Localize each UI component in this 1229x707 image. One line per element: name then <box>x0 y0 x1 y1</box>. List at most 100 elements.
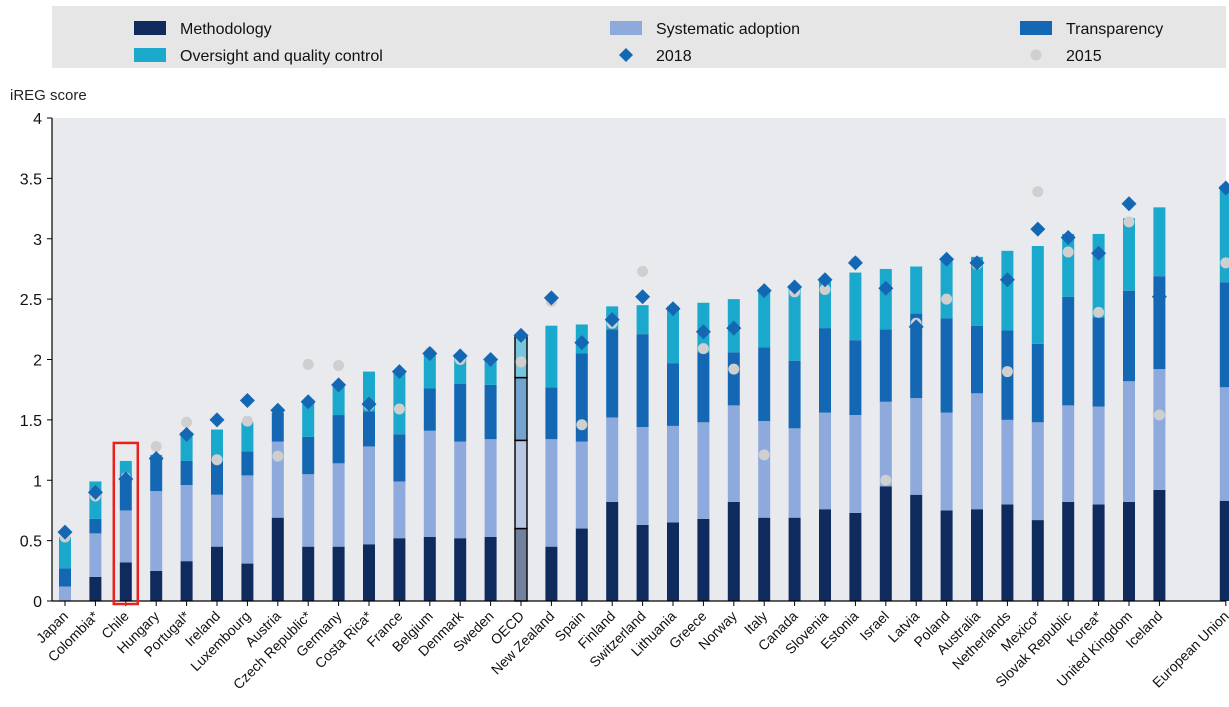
y-tick-label: 1 <box>33 473 42 490</box>
bar-estonia-methodology <box>849 513 861 601</box>
legend-methodology-label: Methodology <box>180 21 272 38</box>
bar-finland-systematic-adoption <box>606 417 618 502</box>
bar-mexico-methodology <box>1032 520 1044 601</box>
marker-2015-netherlands <box>1002 366 1013 377</box>
bar-new-zealand-oversight-and-quality-control <box>545 326 557 388</box>
bar-slovak-republic-systematic-adoption <box>1062 405 1074 502</box>
legend-transparency-swatch <box>1020 21 1052 35</box>
bar-israel-systematic-adoption <box>880 402 892 487</box>
bar-canada-methodology <box>789 518 801 601</box>
bar-denmark-systematic-adoption <box>454 442 466 539</box>
y-tick-label: 3 <box>33 232 42 249</box>
bar-israel-oversight-and-quality-control <box>880 269 892 329</box>
bar-norway-transparency <box>728 352 740 405</box>
bar-czech-republic-methodology <box>302 547 314 601</box>
bar-switzerland-oversight-and-quality-control <box>637 305 649 334</box>
legend-transparency-label: Transparency <box>1066 21 1163 38</box>
bar-costa-rica-systematic-adoption <box>363 446 375 544</box>
bar-italy-oversight-and-quality-control <box>758 291 770 348</box>
marker-2015-korea <box>1093 307 1104 318</box>
bar-australia-methodology <box>971 509 983 601</box>
bar-finland-transparency <box>606 329 618 417</box>
marker-2015-ireland <box>212 454 223 465</box>
bar-italy-systematic-adoption <box>758 421 770 518</box>
bar-belgium-systematic-adoption <box>424 431 436 537</box>
bar-costa-rica-transparency <box>363 411 375 446</box>
bar-greece-methodology <box>697 519 709 601</box>
bar-united-kingdom-transparency <box>1123 291 1135 382</box>
bar-korea-transparency <box>1093 317 1105 406</box>
bar-european-union-systematic-adoption <box>1220 387 1229 501</box>
marker-2015-united-kingdom <box>1124 216 1135 227</box>
bar-switzerland-methodology <box>637 525 649 601</box>
bar-australia-transparency <box>971 326 983 394</box>
bar-denmark-transparency <box>454 384 466 442</box>
bar-canada-systematic-adoption <box>789 428 801 517</box>
bar-latvia-methodology <box>910 495 922 601</box>
bar-oecd-methodology <box>515 529 527 601</box>
bar-iceland-methodology <box>1153 490 1165 601</box>
bar-czech-republic-systematic-adoption <box>302 474 314 546</box>
bar-germany-systematic-adoption <box>333 463 345 546</box>
bar-luxembourg-methodology <box>241 564 253 601</box>
bar-united-kingdom-methodology <box>1123 502 1135 601</box>
bar-sweden-transparency <box>485 385 497 439</box>
marker-2015-germany <box>333 360 344 371</box>
legend-oversight-and-quality-control-swatch <box>134 48 166 62</box>
marker-2015-italy <box>759 449 770 460</box>
bar-new-zealand-methodology <box>545 547 557 601</box>
marker-2015-luxembourg <box>242 416 253 427</box>
legend-2015-label: 2015 <box>1066 48 1102 65</box>
y-tick-label: 4 <box>33 111 42 128</box>
bar-poland-systematic-adoption <box>941 413 953 511</box>
bar-france-systematic-adoption <box>393 481 405 538</box>
marker-2015-portugal <box>181 417 192 428</box>
bar-italy-methodology <box>758 518 770 601</box>
bar-portugal-systematic-adoption <box>181 485 193 561</box>
marker-2015-austria <box>272 451 283 462</box>
bar-slovak-republic-methodology <box>1062 502 1074 601</box>
bar-france-oversight-and-quality-control <box>393 370 405 434</box>
marker-2015-norway <box>728 364 739 375</box>
bar-ireland-systematic-adoption <box>211 495 223 547</box>
bar-portugal-transparency <box>181 461 193 485</box>
bar-oecd-systematic-adoption <box>515 440 527 528</box>
bar-european-union-methodology <box>1220 501 1229 601</box>
bar-iceland-systematic-adoption <box>1153 369 1165 490</box>
bar-chile-systematic-adoption <box>120 510 132 562</box>
bar-estonia-systematic-adoption <box>849 415 861 513</box>
bar-netherlands-oversight-and-quality-control <box>1001 251 1013 331</box>
bar-greece-systematic-adoption <box>697 422 709 519</box>
bar-lithuania-methodology <box>667 523 679 601</box>
marker-2015-israel <box>880 475 891 486</box>
bar-israel-transparency <box>880 329 892 401</box>
bar-netherlands-systematic-adoption <box>1001 420 1013 505</box>
bar-hungary-systematic-adoption <box>150 491 162 571</box>
bar-poland-transparency <box>941 318 953 412</box>
bar-luxembourg-transparency <box>241 451 253 475</box>
bar-germany-methodology <box>333 547 345 601</box>
y-tick-label: 3.5 <box>20 171 42 188</box>
marker-2015-france <box>394 404 405 415</box>
bar-israel-methodology <box>880 486 892 601</box>
bar-spain-systematic-adoption <box>576 442 588 529</box>
bar-spain-methodology <box>576 529 588 601</box>
bar-italy-transparency <box>758 347 770 421</box>
legend-systematic-adoption-swatch <box>610 21 642 35</box>
bar-poland-oversight-and-quality-control <box>941 259 953 318</box>
bar-switzerland-transparency <box>637 334 649 427</box>
y-tick-label: 0.5 <box>20 534 42 551</box>
bar-european-union-transparency <box>1220 282 1229 387</box>
bar-japan-transparency <box>59 568 71 586</box>
marker-2015-czech-republic <box>303 359 314 370</box>
bar-austria-methodology <box>272 518 284 601</box>
bar-japan-systematic-adoption <box>59 587 71 601</box>
bar-germany-transparency <box>333 415 345 463</box>
bar-belgium-transparency <box>424 388 436 430</box>
y-axis-label: iREG score <box>10 87 87 104</box>
bar-estonia-oversight-and-quality-control <box>849 273 861 341</box>
bar-denmark-methodology <box>454 538 466 601</box>
bar-czech-republic-transparency <box>302 437 314 474</box>
legend-methodology-swatch <box>134 21 166 35</box>
